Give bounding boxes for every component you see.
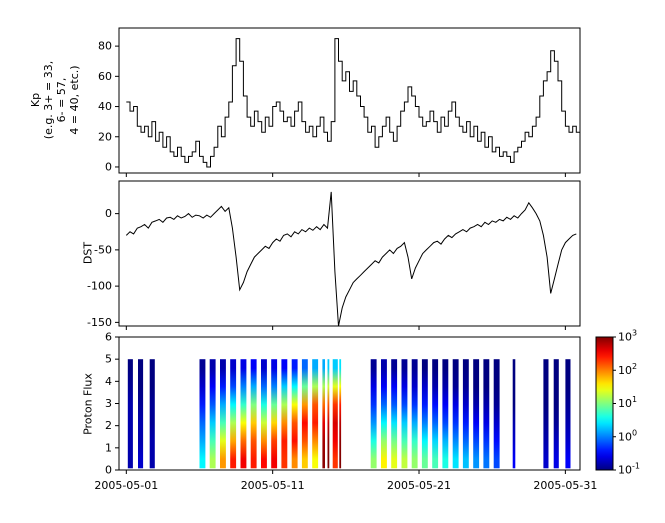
y-tick-label: 6	[105, 331, 112, 344]
panel-border	[118, 180, 581, 327]
flux-bar	[473, 359, 480, 469]
colorbar-tick-label: 101	[618, 395, 637, 410]
flux-bar	[301, 359, 308, 469]
flux-bar	[199, 359, 206, 469]
flux-bar	[209, 359, 216, 469]
flux-bar	[553, 359, 559, 469]
flux-bar	[240, 359, 247, 469]
flux-bar	[401, 359, 408, 469]
colorbar-tick-label: 100	[618, 428, 637, 443]
y-tick-label: 2	[105, 419, 112, 432]
flux-bar	[442, 359, 449, 469]
flux-bar	[421, 359, 428, 469]
flux-bar	[391, 359, 398, 469]
flux-bar	[291, 359, 298, 469]
x-tick-label: 2005-05-01	[94, 479, 158, 492]
flux-bar	[512, 359, 516, 469]
flux-bar	[462, 359, 469, 469]
panel-border	[118, 27, 581, 174]
flux-bar	[322, 359, 325, 469]
y-tick-label: 1	[105, 441, 112, 454]
colorbar-gradient	[596, 337, 613, 470]
y-tick-label: 4	[105, 375, 112, 388]
x-tick-label: 2005-05-11	[241, 479, 305, 492]
flux-bar	[312, 359, 319, 469]
y-tick-label: 5	[105, 353, 112, 366]
kp-series-line	[126, 38, 580, 168]
flux-bar	[149, 359, 155, 469]
flux-bar	[327, 359, 330, 469]
flux-bar	[250, 359, 257, 469]
flux-bar	[138, 359, 144, 469]
flux-bar	[281, 359, 288, 469]
y-tick-label: -100	[87, 280, 112, 293]
y-tick-label: 80	[98, 40, 112, 53]
colorbar-tick-label: 102	[618, 362, 637, 377]
flux-bar	[261, 359, 267, 469]
flux-bar	[339, 359, 342, 469]
flux-bar	[230, 359, 237, 469]
flux-bar	[127, 359, 133, 469]
flux-bar	[565, 359, 571, 469]
flux-bar	[370, 359, 377, 469]
flux-bar	[483, 359, 490, 469]
flux-bar	[543, 359, 549, 469]
x-tick-label: 2005-05-21	[387, 479, 451, 492]
flux-bar	[452, 359, 459, 469]
colorbar-tick-label: 10-1	[618, 462, 640, 477]
flux-bar	[432, 359, 439, 469]
y-tick-label: 20	[98, 130, 112, 143]
colorbar-tick-label: 103	[618, 329, 637, 344]
flux-bar	[271, 359, 278, 469]
x-tick-label: 2005-05-31	[533, 479, 597, 492]
flux-bar	[381, 359, 387, 469]
flux-bar	[493, 359, 500, 469]
y-tick-label: -150	[87, 316, 112, 329]
flux-bar	[220, 359, 226, 469]
y-tick-label: 0	[105, 464, 112, 477]
y-tick-label: 60	[98, 70, 112, 83]
y-tick-label: 0	[105, 207, 112, 220]
y-tick-label: -50	[94, 243, 112, 256]
panel-border	[118, 336, 581, 471]
y-tick-label: 0	[105, 160, 112, 173]
y-tick-label: 3	[105, 397, 112, 410]
flux-bar	[332, 359, 338, 469]
y-tick-label: 40	[98, 100, 112, 113]
dst-series-line	[125, 191, 577, 326]
flux-bar	[411, 359, 418, 469]
